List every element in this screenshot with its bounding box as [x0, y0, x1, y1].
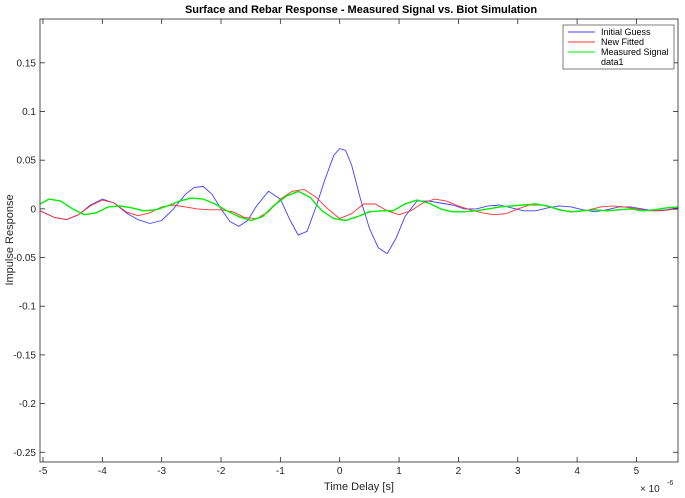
legend-entry-label: Initial Guess: [601, 27, 651, 37]
x-tick-label: -4: [98, 466, 107, 477]
series-line-3: [39, 190, 679, 222]
legend-entry-label: Measured Signal: [601, 47, 669, 57]
y-tick-label: -0.1: [19, 302, 37, 313]
x-tick-label: 2: [456, 466, 462, 477]
x-tick-label: 0: [337, 466, 343, 477]
x-tick-label: -2: [217, 466, 226, 477]
x-multiplier-exponent: -6: [667, 480, 673, 487]
series-line-1: [39, 148, 679, 255]
y-tick-label: 0.05: [17, 156, 37, 167]
series-layer: [39, 148, 679, 255]
plot-area: [40, 19, 678, 462]
x-tick-label: 3: [515, 466, 521, 477]
y-tick-label: -0.05: [13, 253, 36, 264]
legend-entry-label: New Fitted: [601, 37, 644, 47]
x-tick-label: -3: [157, 466, 166, 477]
y-tick-label: 0: [30, 204, 36, 215]
y-tick-label: 0.1: [22, 107, 36, 118]
y-axis-label: Impulse Response: [4, 194, 16, 285]
x-axis-label: Time Delay [s]: [324, 481, 394, 493]
x-tick-label: -1: [276, 466, 285, 477]
axes-layer: [39, 18, 679, 463]
legend-entry-label: data1: [601, 57, 624, 67]
chart-title: Surface and Rebar Response - Measured Si…: [185, 4, 537, 16]
axes-box: [39, 18, 679, 463]
tick-layer: -5 -4 -3 -2 -1 0 1 2 3 4 5 -0.25 -0.2 -0.15 -0.1 -0.05 0…: [13, 19, 678, 477]
x-tick-label: -5: [39, 466, 48, 477]
y-tick-label: 0.15: [17, 58, 37, 69]
x-multiplier-base: × 10: [640, 484, 660, 495]
y-tick-label: -0.25: [13, 448, 36, 459]
y-tick-label: -0.15: [13, 350, 36, 361]
x-tick-label: 5: [634, 466, 640, 477]
y-tick-label: -0.2: [19, 399, 37, 410]
x-tick-label: 4: [574, 466, 580, 477]
x-axis-multiplier: × 10 -6: [640, 480, 673, 495]
x-tick-label: 1: [396, 466, 402, 477]
